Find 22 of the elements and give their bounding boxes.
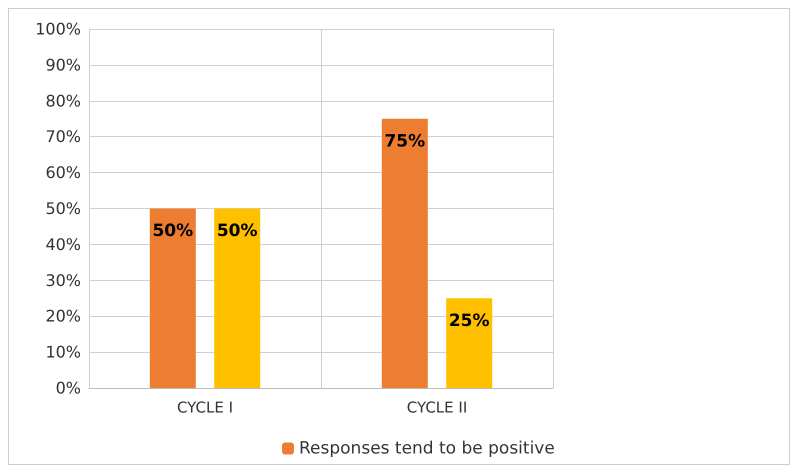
bar xyxy=(214,208,260,388)
y-tick-label: 80% xyxy=(45,91,81,110)
bar xyxy=(446,298,492,388)
bar xyxy=(382,118,428,388)
x-tick-label: CYCLE I xyxy=(176,398,234,416)
data-label: 75% xyxy=(384,131,426,152)
y-tick-label: 50% xyxy=(45,199,81,218)
bar xyxy=(150,208,196,388)
y-tick-label: 60% xyxy=(45,163,81,182)
x-tick-label: CYCLE II xyxy=(406,398,468,416)
data-label: 25% xyxy=(448,310,490,331)
y-tick-label: 70% xyxy=(45,127,81,146)
y-tick-label: 40% xyxy=(45,234,81,254)
legend-label: Responses tend to be positive xyxy=(299,438,555,458)
data-label: 50% xyxy=(216,221,258,241)
y-tick-label: 90% xyxy=(45,55,81,74)
y-tick-label: 100% xyxy=(35,20,81,38)
y-tick-label: 20% xyxy=(45,306,81,326)
y-tick-label: 10% xyxy=(45,342,81,362)
data-label: 50% xyxy=(152,221,194,241)
y-tick-label: 30% xyxy=(45,270,81,290)
y-tick-label: 0% xyxy=(56,378,81,398)
